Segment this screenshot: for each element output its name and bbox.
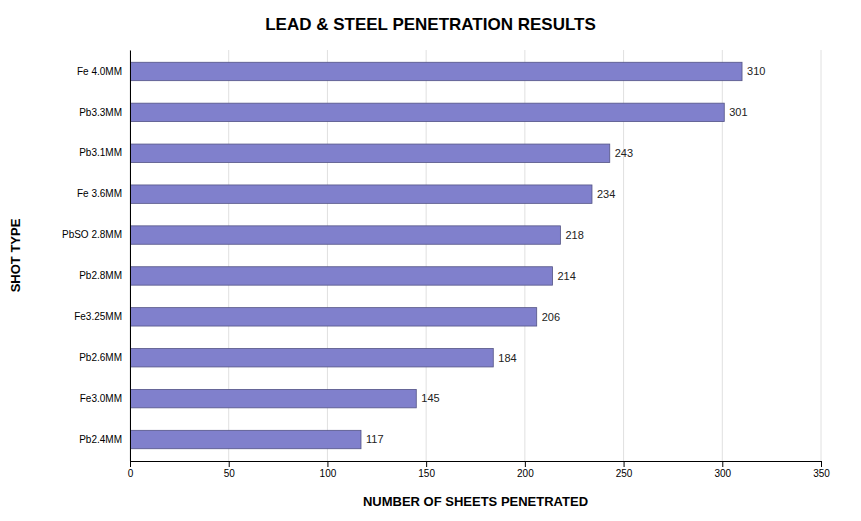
bar: [130, 267, 552, 285]
x-axis: 0 50 100 150 200 250 300 350: [128, 461, 831, 479]
data-label: 310: [747, 65, 765, 77]
tick-mark: [130, 461, 131, 467]
data-label: 243: [615, 147, 633, 159]
bar: [130, 103, 724, 121]
tick: Pb2.6MM: [79, 352, 122, 363]
chart: 310 301 243 234 218 214 206 184 145 117 0 50 100 150 2…: [0, 0, 861, 521]
data-label: 218: [565, 229, 583, 241]
tick-mark: [426, 461, 427, 467]
tick-mark: [722, 461, 723, 467]
tick: Fe 4.0MM: [77, 66, 122, 77]
tick-label: PbSO 2.8MM: [62, 229, 122, 240]
y-axis: Fe 4.0MM Pb3.3MM Pb3.1MM Fe 3.6MM PbSO 2.8MM…: [62, 51, 131, 462]
grid-line: [130, 50, 131, 461]
tick-mark: [327, 461, 328, 467]
tick: 200: [517, 461, 534, 479]
axis-line: [130, 51, 131, 462]
tick: Fe3.25MM: [74, 311, 122, 322]
tick: 250: [616, 461, 633, 479]
tick: Fe3.0MM: [80, 393, 122, 404]
tick-label: Fe 3.6MM: [77, 188, 122, 199]
bars: [130, 62, 742, 448]
bar: [130, 185, 592, 203]
tick-label: 300: [714, 468, 731, 479]
tick-label: Fe 4.0MM: [77, 66, 122, 77]
tick-label: Pb3.3MM: [79, 107, 122, 118]
tick: Pb3.3MM: [79, 107, 122, 118]
bar: [130, 430, 361, 448]
tick-label: 100: [320, 468, 337, 479]
bar: [130, 226, 560, 244]
plot: 310 301 243 234 218 214 206 184 145 117 0 50 100 150 2…: [62, 50, 830, 479]
y-axis-title: SHOT TYPE: [8, 218, 23, 292]
tick-label: Fe3.0MM: [80, 393, 122, 404]
grid: [130, 50, 821, 461]
tick-label: Fe3.25MM: [74, 311, 122, 322]
data-label: 234: [597, 188, 615, 200]
tick: 50: [224, 461, 236, 479]
tick-label: 150: [418, 468, 435, 479]
grid-line: [821, 50, 822, 461]
tick-label: 0: [128, 468, 134, 479]
tick: PbSO 2.8MM: [62, 229, 122, 240]
tick: Pb3.1MM: [79, 147, 122, 158]
x-axis-title: NUMBER OF SHEETS PENETRATED: [363, 494, 588, 509]
data-label: 145: [421, 392, 439, 404]
bar: [130, 349, 493, 367]
tick-label: Pb2.6MM: [79, 352, 122, 363]
data-label: 117: [366, 433, 384, 445]
tick-mark: [821, 461, 822, 467]
tick-label: Pb2.4MM: [79, 434, 122, 445]
tick: 150: [418, 461, 435, 479]
data-labels: 310 301 243 234 218 214 206 184 145 117: [366, 65, 765, 445]
tick: Pb2.4MM: [79, 434, 122, 445]
bar: [130, 389, 416, 407]
bar: [130, 308, 537, 326]
tick: 350: [813, 461, 830, 479]
tick-mark: [229, 461, 230, 467]
axis-line: [131, 462, 822, 468]
tick-label: Pb2.8MM: [79, 270, 122, 281]
data-label: 301: [729, 106, 747, 118]
title: LEAD & STEEL PENETRATION RESULTS: [265, 15, 596, 34]
tick-label: 50: [224, 468, 236, 479]
tick-label: 200: [517, 468, 534, 479]
bar: [130, 144, 610, 162]
tick: 0: [128, 461, 134, 479]
bar: [130, 62, 742, 80]
tick-label: Pb3.1MM: [79, 147, 122, 158]
tick-label: 250: [616, 468, 633, 479]
tick: 300: [714, 461, 731, 479]
tick: 100: [320, 461, 337, 479]
tick-label: 350: [813, 468, 830, 479]
tick: Fe 3.6MM: [77, 188, 122, 199]
tick-mark: [624, 461, 625, 467]
data-label: 184: [498, 352, 516, 364]
tick-mark: [525, 461, 526, 467]
tick: Pb2.8MM: [79, 270, 122, 281]
data-label: 214: [557, 270, 575, 282]
data-label: 206: [542, 311, 560, 323]
